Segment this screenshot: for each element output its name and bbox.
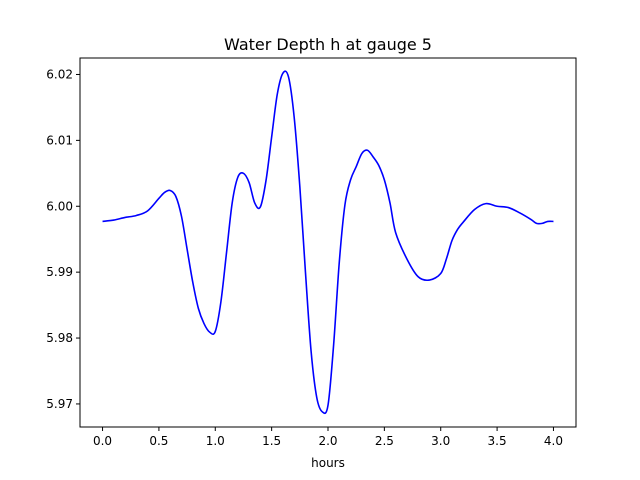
x-tick-label: 2.5 xyxy=(375,434,394,448)
chart-title: Water Depth h at gauge 5 xyxy=(224,35,432,54)
y-tick-label: 6.01 xyxy=(46,133,73,147)
x-axis-label: hours xyxy=(311,456,345,470)
x-tick-label: 2.0 xyxy=(318,434,337,448)
y-tick-label: 5.99 xyxy=(46,265,73,279)
axes-frame xyxy=(79,57,577,428)
x-tick-label: 0.0 xyxy=(93,434,112,448)
y-tick-label: 5.97 xyxy=(46,397,73,411)
y-tick-label: 6.00 xyxy=(46,199,73,213)
x-tick-label: 1.5 xyxy=(262,434,281,448)
x-tick-label: 3.5 xyxy=(488,434,507,448)
x-axis-ticks: 0.0 0.5 1.0 1.5 2.0 2.5 3.0 3.5 4.0 xyxy=(93,427,563,448)
series-line xyxy=(102,70,554,415)
x-tick-label: 1.0 xyxy=(206,434,225,448)
y-axis-ticks: 5.97 5.98 5.99 6.00 6.01 6.02 xyxy=(46,67,80,411)
x-tick-label: 3.0 xyxy=(431,434,450,448)
y-tick-label: 6.02 xyxy=(46,67,73,81)
y-tick-label: 5.98 xyxy=(46,331,73,345)
x-tick-label: 4.0 xyxy=(544,434,563,448)
plot-area xyxy=(102,70,554,415)
x-tick-label: 0.5 xyxy=(149,434,168,448)
